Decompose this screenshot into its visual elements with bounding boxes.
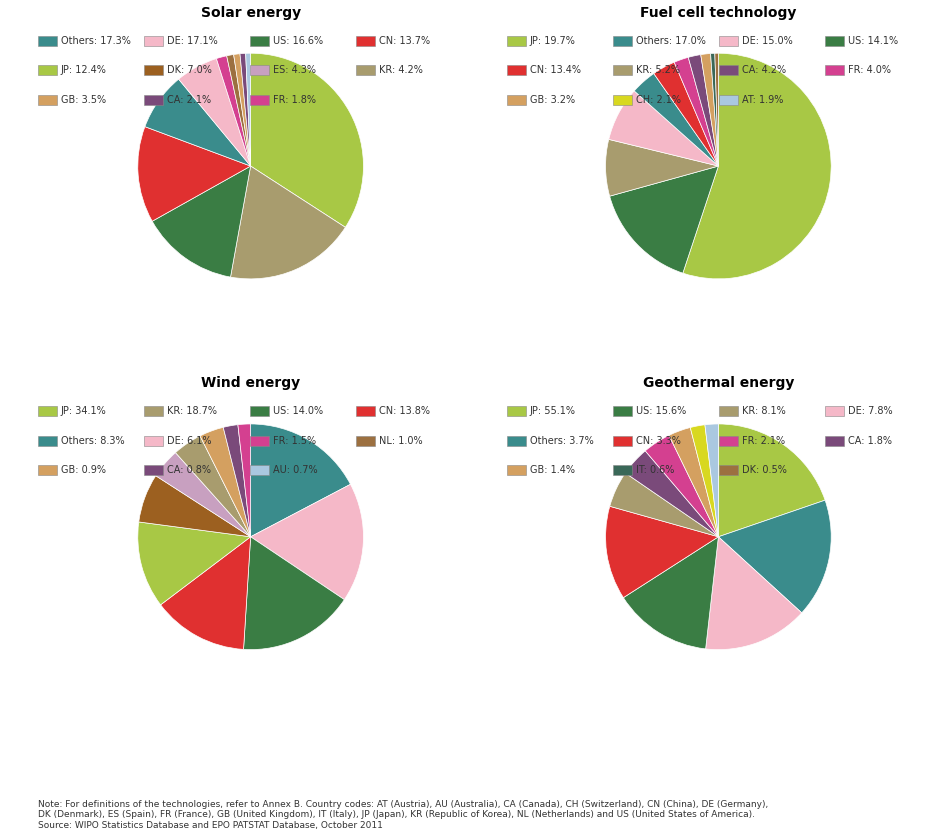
Text: DE: 7.8%: DE: 7.8% <box>847 406 892 416</box>
Wedge shape <box>145 79 251 166</box>
Wedge shape <box>645 435 718 537</box>
Wedge shape <box>138 127 251 221</box>
Text: KR: 4.2%: KR: 4.2% <box>379 65 423 75</box>
Wedge shape <box>243 537 344 650</box>
Wedge shape <box>701 53 718 166</box>
Text: GB: 3.5%: GB: 3.5% <box>61 95 106 105</box>
Text: AU: 0.7%: AU: 0.7% <box>273 465 317 475</box>
Wedge shape <box>179 58 251 166</box>
Text: FR: 4.0%: FR: 4.0% <box>847 65 891 75</box>
Wedge shape <box>610 473 718 537</box>
Wedge shape <box>623 537 718 649</box>
Wedge shape <box>688 54 718 166</box>
Wedge shape <box>635 73 718 166</box>
Wedge shape <box>625 451 718 537</box>
Text: CA: 2.1%: CA: 2.1% <box>167 95 211 105</box>
Text: CA: 0.8%: CA: 0.8% <box>167 465 211 475</box>
Text: US: 14.0%: US: 14.0% <box>273 406 323 416</box>
Text: FR: 1.8%: FR: 1.8% <box>273 95 316 105</box>
Wedge shape <box>669 428 718 537</box>
Wedge shape <box>161 537 251 650</box>
Wedge shape <box>718 500 831 613</box>
Text: IT: 0.6%: IT: 0.6% <box>636 465 674 475</box>
Wedge shape <box>234 53 251 166</box>
Wedge shape <box>251 485 364 600</box>
Title: Fuel cell technology: Fuel cell technology <box>640 6 796 20</box>
Wedge shape <box>251 424 351 537</box>
Text: Others: 17.3%: Others: 17.3% <box>61 36 131 46</box>
Text: JP: 55.1%: JP: 55.1% <box>530 406 576 416</box>
Text: CH: 2.1%: CH: 2.1% <box>636 95 680 105</box>
Wedge shape <box>654 63 718 166</box>
Wedge shape <box>139 475 251 537</box>
Wedge shape <box>610 166 718 274</box>
Wedge shape <box>223 425 251 537</box>
Text: Others: 8.3%: Others: 8.3% <box>61 436 124 446</box>
Text: DK: 7.0%: DK: 7.0% <box>167 65 212 75</box>
Text: CA: 1.8%: CA: 1.8% <box>847 436 892 446</box>
Text: GB: 1.4%: GB: 1.4% <box>530 465 575 475</box>
Wedge shape <box>217 56 251 166</box>
Text: DE: 15.0%: DE: 15.0% <box>742 36 792 46</box>
Wedge shape <box>609 91 718 166</box>
Text: Others: 3.7%: Others: 3.7% <box>530 436 594 446</box>
Wedge shape <box>251 53 364 228</box>
Wedge shape <box>714 53 718 166</box>
Wedge shape <box>152 166 251 277</box>
Text: JP: 12.4%: JP: 12.4% <box>61 65 106 75</box>
Text: FR: 1.5%: FR: 1.5% <box>273 436 316 446</box>
Wedge shape <box>605 139 718 196</box>
Wedge shape <box>227 54 251 166</box>
Text: FR: 2.1%: FR: 2.1% <box>742 436 785 446</box>
Text: US: 14.1%: US: 14.1% <box>847 36 898 46</box>
Text: ES: 4.3%: ES: 4.3% <box>273 65 316 75</box>
Wedge shape <box>674 58 718 166</box>
Wedge shape <box>240 53 251 166</box>
Text: CN: 13.7%: CN: 13.7% <box>379 36 430 46</box>
Wedge shape <box>711 53 718 166</box>
Text: DK: 0.5%: DK: 0.5% <box>742 465 787 475</box>
Wedge shape <box>683 53 831 279</box>
Text: DE: 17.1%: DE: 17.1% <box>167 36 218 46</box>
Wedge shape <box>231 166 346 279</box>
Wedge shape <box>200 427 251 537</box>
Wedge shape <box>691 425 718 537</box>
Text: US: 15.6%: US: 15.6% <box>636 406 686 416</box>
Title: Solar energy: Solar energy <box>200 6 301 20</box>
Text: AT: 1.9%: AT: 1.9% <box>742 95 783 105</box>
Text: US: 16.6%: US: 16.6% <box>273 36 323 46</box>
Title: Geothermal energy: Geothermal energy <box>643 376 794 390</box>
Text: CN: 13.4%: CN: 13.4% <box>530 65 580 75</box>
Wedge shape <box>246 53 251 166</box>
Wedge shape <box>718 424 826 537</box>
Text: GB: 0.9%: GB: 0.9% <box>61 465 105 475</box>
Text: KR: 8.1%: KR: 8.1% <box>742 406 786 416</box>
Text: CN: 13.8%: CN: 13.8% <box>379 406 430 416</box>
Text: KR: 5.2%: KR: 5.2% <box>636 65 679 75</box>
Text: NL: 1.0%: NL: 1.0% <box>379 436 423 446</box>
Wedge shape <box>156 453 251 537</box>
Text: CA: 4.2%: CA: 4.2% <box>742 65 786 75</box>
Wedge shape <box>705 424 718 537</box>
Text: Others: 17.0%: Others: 17.0% <box>636 36 706 46</box>
Wedge shape <box>138 522 251 605</box>
Text: JP: 19.7%: JP: 19.7% <box>530 36 576 46</box>
Wedge shape <box>605 506 718 598</box>
Text: Note: For definitions of the technologies, refer to Annex B. Country codes: AT (: Note: For definitions of the technologie… <box>38 800 769 830</box>
Wedge shape <box>176 436 251 537</box>
Text: JP: 34.1%: JP: 34.1% <box>61 406 106 416</box>
Wedge shape <box>238 424 251 537</box>
Title: Wind energy: Wind energy <box>201 376 300 390</box>
Text: CN: 3.3%: CN: 3.3% <box>636 436 680 446</box>
Wedge shape <box>706 537 802 650</box>
Text: GB: 3.2%: GB: 3.2% <box>530 95 575 105</box>
Text: DE: 6.1%: DE: 6.1% <box>167 436 211 446</box>
Text: KR: 18.7%: KR: 18.7% <box>167 406 217 416</box>
